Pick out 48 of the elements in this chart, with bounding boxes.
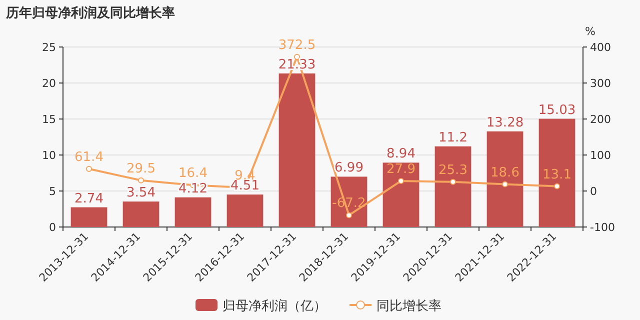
point <box>450 178 456 185</box>
data-label: 13.1 <box>542 167 572 182</box>
point <box>138 177 144 184</box>
data-label: 2.74 <box>74 191 104 206</box>
y-tick-label: 0 <box>49 221 56 234</box>
y-tick-label: 15 <box>42 113 56 126</box>
bar <box>278 73 316 227</box>
y2-tick-label: 400 <box>590 41 611 54</box>
point <box>554 183 560 190</box>
bar <box>434 146 472 227</box>
data-label: 4.12 <box>178 181 208 196</box>
data-label: 11.2 <box>438 130 468 146</box>
data-label: 29.5 <box>126 161 156 176</box>
y2-tick-label: 0 <box>590 185 597 198</box>
y-tick-label: 5 <box>49 185 56 198</box>
data-label: 13.28 <box>486 115 524 130</box>
legend-label: 同比增长率 <box>376 298 442 314</box>
legend-label: 归母净利润（亿） <box>222 299 326 314</box>
data-label: 3.54 <box>126 186 156 201</box>
y2-tick-label: -100 <box>590 221 615 234</box>
bar <box>70 207 108 227</box>
point <box>502 181 508 188</box>
bar <box>486 131 524 227</box>
y2-axis-title: % <box>585 25 596 38</box>
bar <box>226 194 264 227</box>
y2-tick-label: 100 <box>590 149 611 162</box>
data-label: 15.03 <box>538 102 576 118</box>
data-label: 16.4 <box>178 166 208 182</box>
data-label: 8.94 <box>386 146 416 162</box>
chart-title: 历年归母净利润及同比增长率 <box>5 5 175 21</box>
y-tick-label: 20 <box>42 77 56 90</box>
data-label: 61.4 <box>74 150 104 165</box>
y2-tick-label: 300 <box>590 77 611 90</box>
bar <box>122 202 160 227</box>
data-label: 25.3 <box>438 162 468 178</box>
data-label: 6.99 <box>334 160 364 176</box>
y-tick-label: 10 <box>42 149 56 162</box>
bar <box>538 118 576 227</box>
bar <box>382 162 420 227</box>
data-label: 372.5 <box>278 38 316 53</box>
point <box>398 178 404 184</box>
y2-tick-label: 200 <box>590 113 611 126</box>
data-label: 18.6 <box>490 165 520 180</box>
point <box>86 166 92 172</box>
point <box>346 212 352 218</box>
bar <box>174 197 212 227</box>
data-label: 27.9 <box>386 162 416 177</box>
y-tick-label: 25 <box>42 41 56 54</box>
